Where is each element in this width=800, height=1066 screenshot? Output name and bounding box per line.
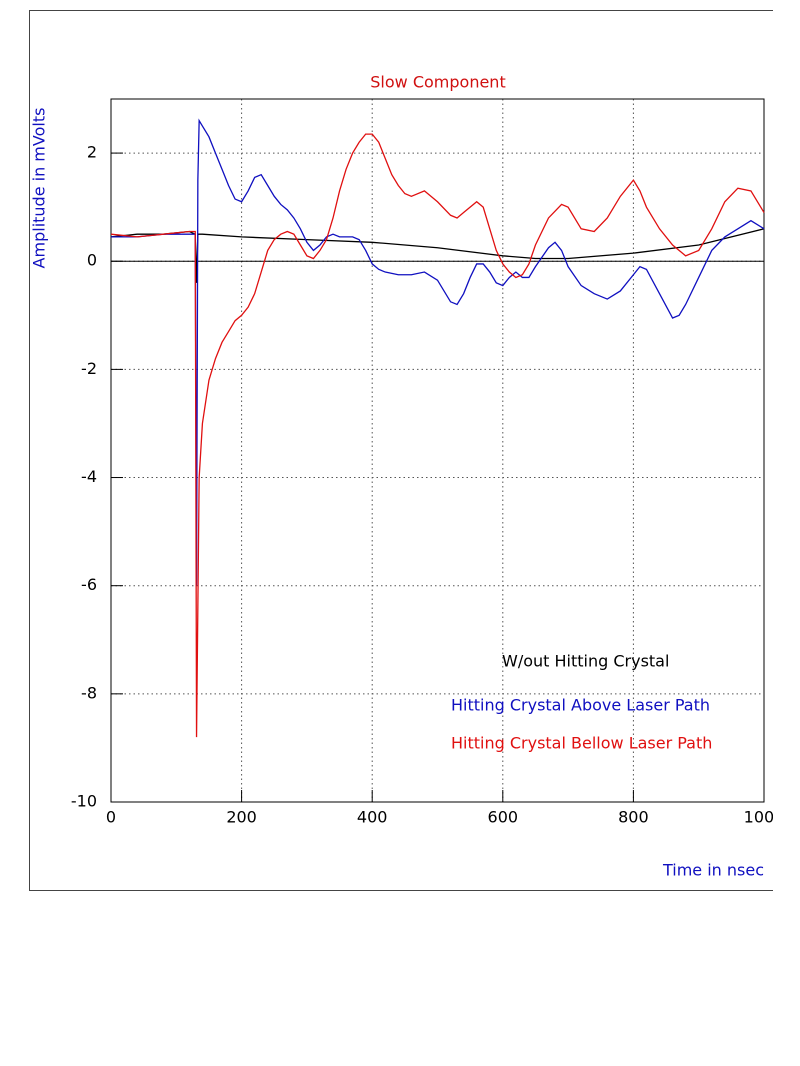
x-tick-label: 800 — [618, 808, 649, 827]
x-tick-label: 1000 — [744, 808, 773, 827]
y-tick-label: 2 — [87, 143, 97, 162]
legend-entry: Hitting Crystal Above Laser Path — [451, 696, 710, 715]
outer-frame — [29, 10, 773, 891]
legend-entry: W/out Hitting Crystal — [502, 652, 669, 671]
y-tick-label: -10 — [71, 792, 97, 811]
y-tick-label: 0 — [87, 251, 97, 270]
x-tick-label: 600 — [488, 808, 519, 827]
x-tick-label: 0 — [106, 808, 116, 827]
series-line — [110, 133, 765, 738]
y-tick-label: -2 — [81, 359, 97, 378]
chart-title: Slow Component — [370, 73, 505, 92]
chart: Slow Component Amplitude in mVolts Time … — [29, 10, 773, 891]
series-line — [111, 118, 765, 586]
y-axis-label: Amplitude in mVolts — [30, 108, 49, 269]
y-tick-label: -6 — [81, 575, 97, 594]
x-tick-label: 400 — [357, 808, 388, 827]
x-axis-label: Time in nsec — [662, 861, 764, 880]
y-tick-label: -4 — [81, 467, 97, 486]
plot-frame — [110, 98, 765, 803]
legend-entry: Hitting Crystal Bellow Laser Path — [451, 734, 712, 753]
x-tick-label: 200 — [226, 808, 257, 827]
y-tick-label: -8 — [81, 683, 97, 702]
